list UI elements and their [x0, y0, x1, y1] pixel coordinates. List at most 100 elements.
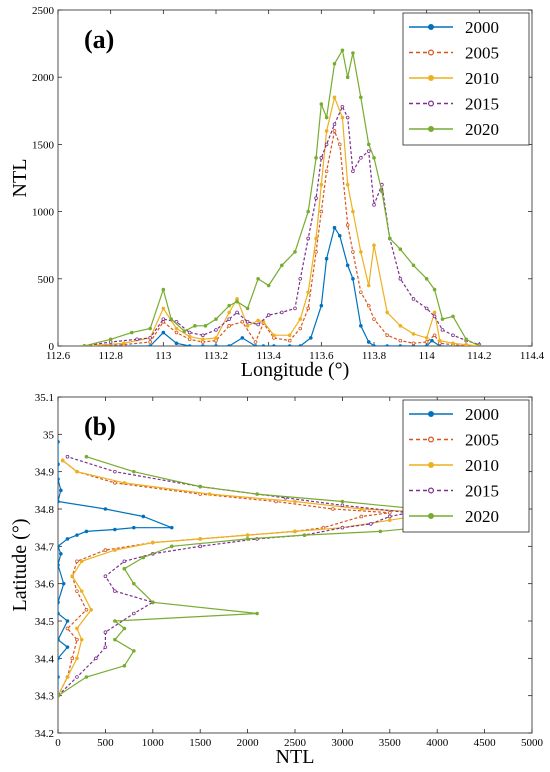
data-point-2020 — [161, 287, 166, 292]
data-point-2005 — [306, 306, 310, 311]
data-point-2005 — [274, 499, 278, 504]
data-point-2000 — [272, 344, 276, 346]
data-point-2005 — [113, 481, 117, 485]
data-point-2000 — [240, 336, 245, 340]
data-point-2015 — [256, 322, 260, 327]
legend-label-2005: 2005 — [465, 431, 499, 450]
legend-label-2000: 2000 — [465, 405, 499, 424]
data-point-2005 — [84, 607, 89, 612]
legend-marker-2015 — [428, 487, 435, 494]
data-point-2015 — [298, 276, 303, 281]
data-point-2005 — [324, 169, 329, 174]
data-point-2005 — [424, 340, 429, 344]
series-line-2020 — [84, 48, 480, 346]
data-point-2005 — [174, 330, 179, 335]
y-tick-label: 34.6 — [35, 579, 55, 591]
data-point-2010 — [75, 469, 79, 474]
y-tick-label: 34.4 — [35, 653, 55, 665]
chart-panel-a: 112.6 112.8 113 113.2 113.4 113.6 113.8 114 114.… — [9, 5, 545, 381]
data-point-2015 — [440, 328, 445, 332]
data-point-2020 — [193, 324, 197, 328]
data-point-2010 — [438, 338, 442, 343]
data-point-2000 — [58, 544, 60, 549]
legend-marker-2010 — [428, 462, 435, 469]
x-tick-label: 2500 — [284, 737, 307, 749]
data-point-2010 — [306, 290, 310, 295]
data-point-2020 — [319, 102, 324, 106]
data-point-2000 — [214, 344, 218, 346]
legend-label-2005: 2005 — [465, 44, 499, 63]
data-point-2005 — [332, 129, 337, 133]
y-tick-label: 34.5 — [35, 616, 55, 628]
data-point-2015 — [132, 611, 136, 616]
data-point-2020 — [340, 48, 345, 53]
data-point-2015 — [424, 306, 429, 311]
data-point-2015 — [340, 525, 345, 530]
data-point-2000 — [430, 338, 434, 343]
data-point-2000 — [201, 344, 205, 346]
data-point-2000 — [424, 344, 429, 346]
data-point-2020 — [398, 247, 403, 252]
data-point-2015 — [148, 336, 152, 340]
data-point-2000 — [58, 656, 60, 661]
data-point-2010 — [79, 559, 84, 564]
data-point-2000 — [169, 525, 174, 530]
panel-label: (b) — [84, 412, 116, 441]
x-tick-label: 113.6 — [309, 350, 334, 362]
x-tick-label: 113.2 — [204, 350, 228, 362]
legend-box — [402, 399, 530, 533]
data-point-2015 — [398, 276, 403, 281]
data-point-2020 — [214, 317, 218, 321]
data-point-2005 — [103, 548, 108, 552]
data-point-2010 — [174, 326, 179, 331]
data-point-2015 — [245, 320, 250, 324]
y-tick-label: 35 — [43, 429, 55, 441]
data-point-2005 — [253, 340, 258, 344]
data-point-2020 — [129, 330, 134, 335]
series-group — [82, 48, 482, 346]
data-point-2020 — [314, 156, 318, 160]
data-point-2005 — [345, 223, 350, 227]
data-point-2000 — [174, 341, 179, 346]
data-point-2010 — [245, 533, 250, 537]
data-point-2010 — [113, 548, 117, 552]
data-point-2020 — [84, 454, 89, 459]
data-point-2000 — [385, 344, 389, 346]
data-point-2015 — [314, 196, 318, 200]
data-point-2005 — [227, 324, 231, 328]
legend: 2000 2005 2010 2015 2020 — [402, 12, 530, 146]
data-point-2000 — [132, 525, 136, 530]
data-point-2000 — [59, 551, 63, 556]
data-point-2015 — [122, 559, 127, 564]
data-point-2020 — [151, 600, 155, 605]
data-point-2010 — [345, 182, 350, 187]
data-point-2000 — [58, 600, 60, 605]
data-point-2020 — [372, 156, 376, 160]
data-point-2015 — [293, 306, 297, 311]
data-point-2015 — [103, 630, 108, 634]
data-point-2020 — [58, 693, 60, 698]
data-point-2010 — [372, 243, 376, 248]
data-point-2000 — [58, 440, 60, 444]
data-point-2015 — [280, 310, 284, 315]
x-axis-label: Longitude (°) — [241, 359, 350, 381]
series-line-2015 — [84, 105, 480, 346]
legend-label-2020: 2020 — [465, 120, 499, 139]
x-tick-label: 112.8 — [98, 350, 123, 362]
data-point-2020 — [440, 317, 445, 321]
data-point-2015 — [135, 337, 139, 342]
data-point-2020 — [378, 529, 383, 534]
x-tick-label: 114 — [419, 350, 436, 362]
data-point-2000 — [58, 563, 60, 567]
data-point-2015 — [65, 454, 70, 459]
data-point-2000 — [227, 344, 231, 346]
data-point-2015 — [198, 544, 203, 549]
data-point-2020 — [293, 250, 297, 254]
data-point-2010 — [272, 333, 276, 338]
data-point-2005 — [314, 250, 318, 254]
data-point-2020 — [235, 299, 239, 304]
data-point-2000 — [58, 477, 60, 481]
data-point-2015 — [201, 333, 205, 338]
y-tick-label: 1000 — [32, 207, 55, 219]
